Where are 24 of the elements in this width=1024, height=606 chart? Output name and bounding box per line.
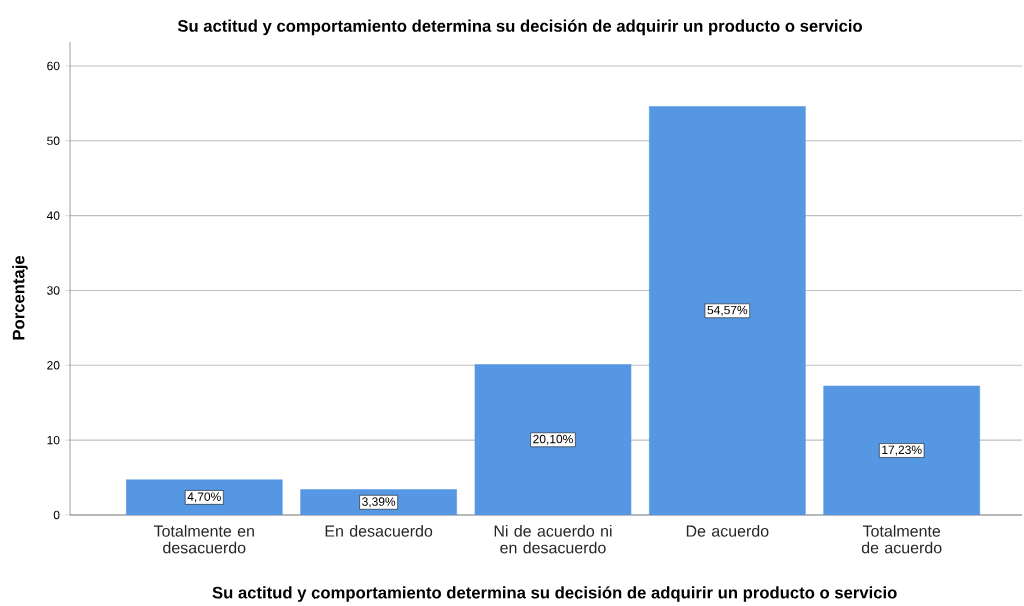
y-tick-label: 30 (47, 286, 60, 295)
bar (474, 364, 632, 515)
data-label: 20,10% (533, 434, 573, 445)
data-label: 3,39% (362, 497, 396, 508)
bar (823, 385, 980, 515)
x-tick-label: Totalmente en desacuerdo (153, 524, 254, 554)
y-axis-title: Porcentaje (12, 255, 28, 340)
bar (649, 106, 806, 515)
chart-title: Su actitud y comportamiento determina su decisión de adquirir un producto o servicio (177, 19, 862, 36)
x-tick-label: De acuerdo (686, 524, 769, 537)
y-tick-label: 10 (47, 435, 60, 445)
y-tick-label: 20 (47, 360, 60, 370)
y-tick-label: 60 (47, 61, 60, 71)
bar (125, 479, 283, 515)
y-tick-label: 50 (47, 136, 60, 145)
y-tick-label: 40 (46, 211, 60, 220)
x-tick-label: Totalmente de acuerdo (861, 524, 942, 554)
x-tick-label: En desacuerdo (325, 524, 433, 537)
data-label: 4,70% (187, 492, 221, 503)
data-label: 17,23% (882, 445, 922, 456)
y-tick-label: 0 (53, 510, 60, 520)
x-tick-label: Ni de acuerdo ni en desacuerdo (494, 524, 612, 554)
x-axis-title: Su actitud y comportamiento determina su decisión de adquirir un producto o servicio (212, 586, 897, 602)
data-label: 54,57% (707, 305, 748, 316)
